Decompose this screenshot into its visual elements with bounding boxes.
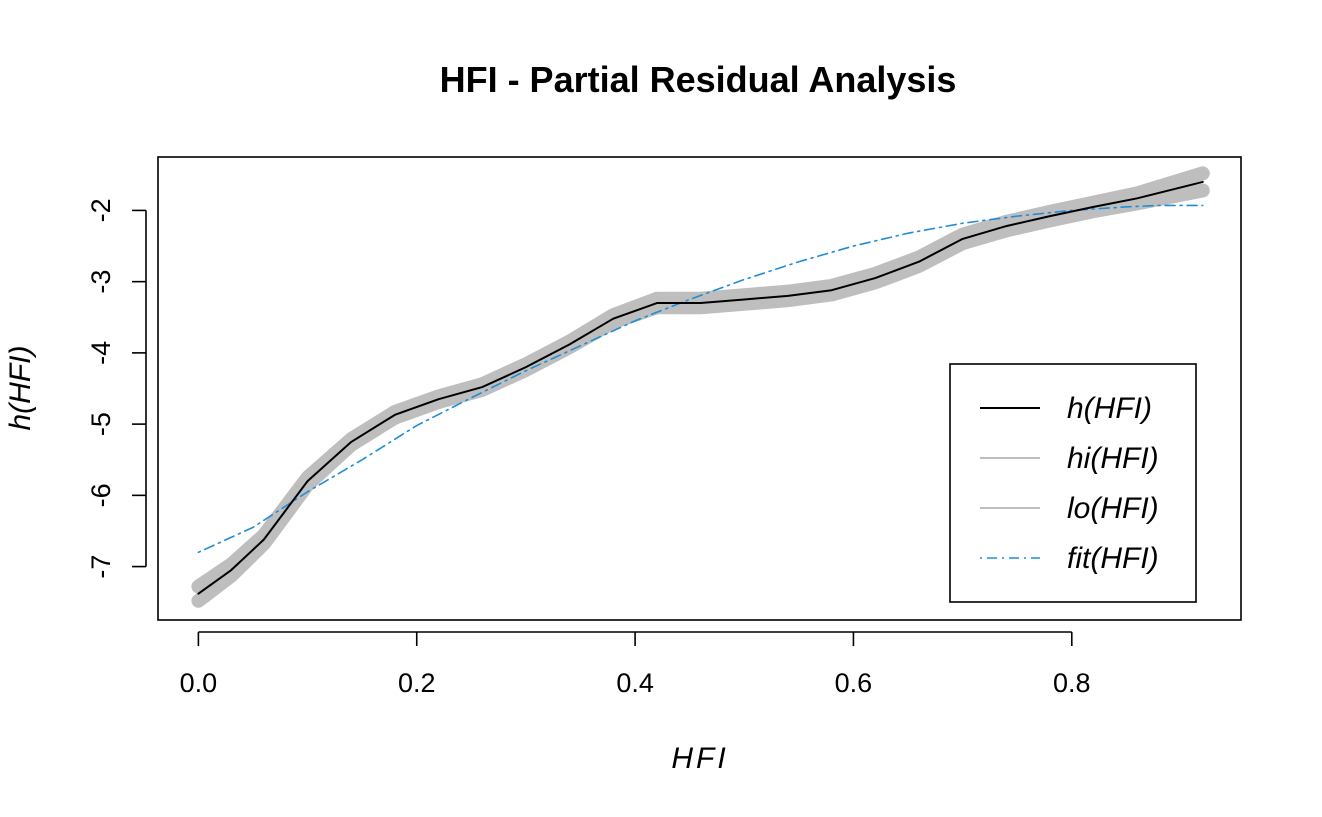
- y-tick-label: -5: [86, 412, 116, 436]
- x-tick-label: 0.4: [616, 668, 654, 698]
- legend-label-h-hfi: h(HFI): [1067, 392, 1152, 425]
- legend-label-lo-hfi: lo(HFI): [1067, 492, 1159, 525]
- series-line-lo-hfi: [191, 183, 1210, 608]
- x-axis: 0.0 0.2 0.4 0.6 0.8: [180, 631, 1091, 698]
- series-line-fit-hfi: [197, 204, 1204, 554]
- series-layer: [191, 166, 1210, 608]
- plot-area: [157, 156, 1242, 621]
- chart-title: HFI - Partial Residual Analysis: [440, 59, 957, 100]
- legend-label-fit-hfi: fit(HFI): [1067, 542, 1159, 575]
- x-tick-label: 0.6: [835, 668, 873, 698]
- legend: h(HFI) hi(HFI) lo(HFI) fit(HFI): [949, 363, 1197, 603]
- y-tick-label: -7: [86, 555, 116, 579]
- y-axis-label: h(HFI): [4, 346, 37, 431]
- y-tick-label: -3: [86, 270, 116, 294]
- y-tick-label: -6: [86, 483, 116, 507]
- plot-frame: [157, 156, 1242, 621]
- y-tick-label: -4: [86, 341, 116, 365]
- legend-label-hi-hfi: hi(HFI): [1067, 442, 1159, 475]
- legend-box: [949, 363, 1197, 603]
- x-axis-label: HFI: [671, 742, 728, 775]
- x-tick-label: 0.0: [180, 668, 218, 698]
- x-tick-label: 0.8: [1053, 668, 1091, 698]
- y-axis: -7 -6 -5 -4 -3 -2: [86, 198, 147, 579]
- x-tick-label: 0.2: [398, 668, 436, 698]
- legend-items: h(HFI) hi(HFI) lo(HFI) fit(HFI): [980, 392, 1159, 575]
- y-tick-label: -2: [86, 198, 116, 222]
- series-line-h-hfi: [197, 180, 1204, 595]
